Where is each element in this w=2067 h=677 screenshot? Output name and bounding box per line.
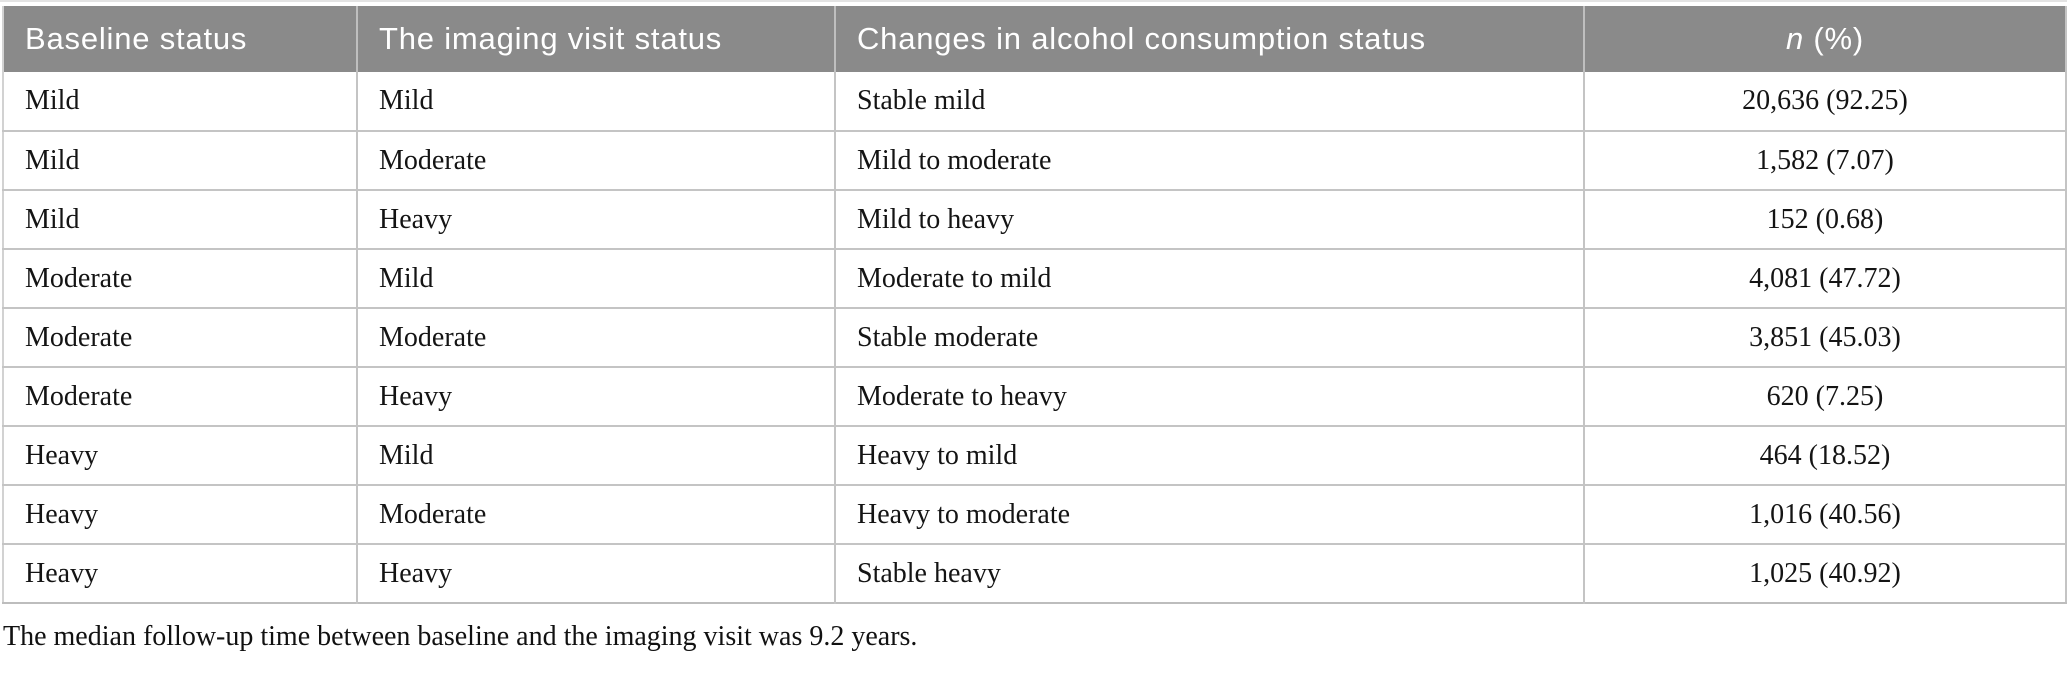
cell-imaging-status: Moderate [356,484,835,544]
cell-baseline-status: Moderate [3,248,357,308]
cell-n-percent: 1,016 (40.56) [1583,484,2066,544]
table-row: Heavy Heavy Stable heavy 1,025 (40.92) [3,543,2066,603]
cell-imaging-status: Mild [356,248,835,308]
table-row: Heavy Mild Heavy to mild 464 (18.52) [3,425,2066,485]
cell-baseline-status: Mild [3,130,357,190]
cell-change-status: Heavy to mild [834,425,1584,485]
column-header-imaging-visit-status: The imaging visit status [356,6,835,72]
cell-change-status: Heavy to moderate [834,484,1584,544]
cell-baseline-status: Heavy [3,425,357,485]
cell-imaging-status: Heavy [356,189,835,249]
cell-n-percent: 152 (0.68) [1583,189,2066,249]
cell-n-percent: 20,636 (92.25) [1583,72,2066,131]
cell-change-status: Stable heavy [834,543,1584,603]
cell-change-status: Stable mild [834,72,1584,131]
table-row: Mild Heavy Mild to heavy 152 (0.68) [3,189,2066,249]
table-row: Mild Mild Stable mild 20,636 (92.25) [3,72,2066,131]
top-rule [0,0,2067,2]
table-body: Mild Mild Stable mild 20,636 (92.25) Mil… [3,72,2066,603]
cell-n-percent: 4,081 (47.72) [1583,248,2066,308]
table-row: Moderate Mild Moderate to mild 4,081 (47… [3,248,2066,308]
percent-label: (%) [1813,21,1865,56]
n-symbol: n [1785,21,1804,56]
cell-imaging-status: Heavy [356,543,835,603]
cell-change-status: Mild to heavy [834,189,1584,249]
cell-imaging-status: Moderate [356,307,835,367]
table-header: Baseline status The imaging visit status… [3,6,2066,72]
cell-imaging-status: Mild [356,425,835,485]
column-header-n-percent: n (%) [1583,6,2066,72]
cell-baseline-status: Mild [3,189,357,249]
alcohol-status-table: Baseline status The imaging visit status… [2,6,2067,604]
table-row: Moderate Moderate Stable moderate 3,851 … [3,307,2066,367]
cell-imaging-status: Mild [356,72,835,131]
column-header-changes-status: Changes in alcohol consumption status [834,6,1584,72]
cell-change-status: Moderate to heavy [834,366,1584,426]
cell-n-percent: 3,851 (45.03) [1583,307,2066,367]
cell-n-percent: 1,582 (7.07) [1583,130,2066,190]
header-row: Baseline status The imaging visit status… [3,6,2066,72]
cell-baseline-status: Heavy [3,484,357,544]
cell-n-percent: 464 (18.52) [1583,425,2066,485]
cell-imaging-status: Moderate [356,130,835,190]
table-row: Mild Moderate Mild to moderate 1,582 (7.… [3,130,2066,190]
cell-baseline-status: Moderate [3,307,357,367]
cell-n-percent: 620 (7.25) [1583,366,2066,426]
table-row: Heavy Moderate Heavy to moderate 1,016 (… [3,484,2066,544]
table-footnote: The median follow-up time between baseli… [3,621,918,652]
cell-change-status: Mild to moderate [834,130,1584,190]
column-header-baseline-status: Baseline status [3,6,357,72]
cell-baseline-status: Mild [3,72,357,131]
cell-n-percent: 1,025 (40.92) [1583,543,2066,603]
cell-baseline-status: Heavy [3,543,357,603]
cell-imaging-status: Heavy [356,366,835,426]
cell-change-status: Moderate to mild [834,248,1584,308]
table-row: Moderate Heavy Moderate to heavy 620 (7.… [3,366,2066,426]
cell-baseline-status: Moderate [3,366,357,426]
cell-change-status: Stable moderate [834,307,1584,367]
